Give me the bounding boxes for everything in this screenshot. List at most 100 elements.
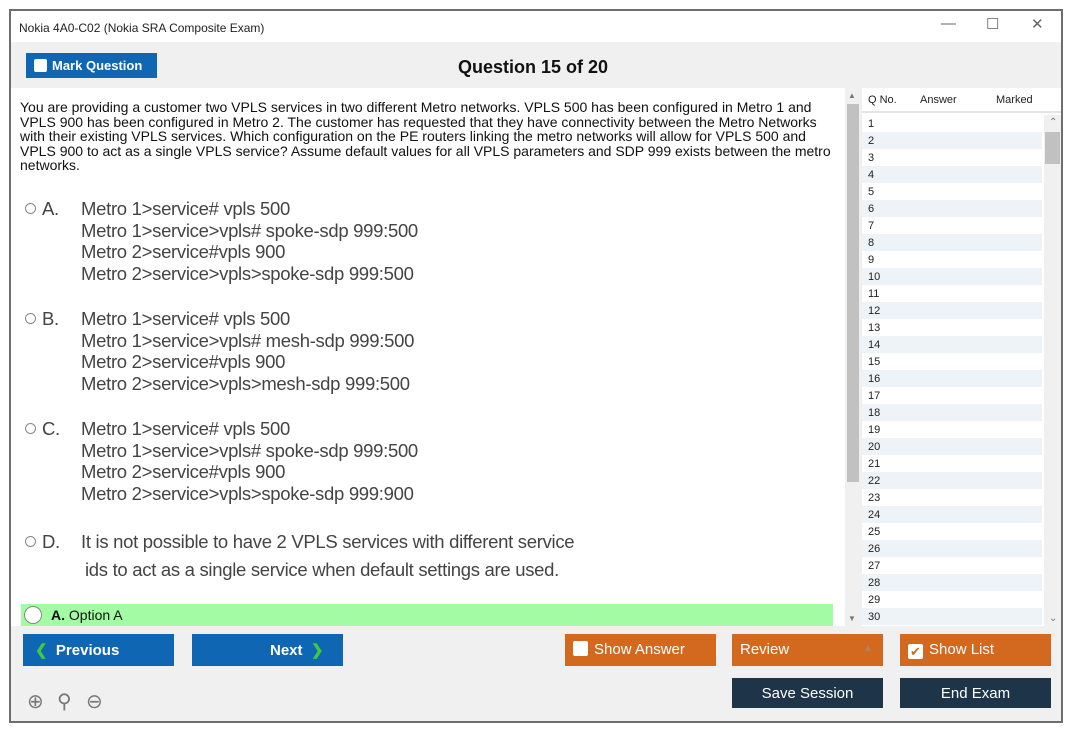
question-list-row[interactable]: 15 bbox=[868, 356, 881, 368]
title-bar: Nokia 4A0-C02 (Nokia SRA Composite Exam)… bbox=[11, 11, 1061, 42]
header-answer[interactable]: Answer bbox=[920, 94, 957, 106]
question-list-header: Q No. Answer Marked bbox=[862, 88, 1061, 113]
checkbox-checked-icon: ✔ bbox=[908, 644, 923, 659]
question-list-row[interactable]: 17 bbox=[868, 390, 881, 402]
review-button[interactable]: Review ▲ bbox=[732, 634, 883, 666]
question-list-row[interactable]: 18 bbox=[862, 404, 1042, 421]
option-line: Metro 2>service>vpls>spoke-sdp 999:900 bbox=[81, 482, 414, 504]
next-label: Next bbox=[270, 642, 303, 659]
question-list-row[interactable]: 27 bbox=[868, 560, 881, 572]
question-list-row[interactable]: 9 bbox=[868, 254, 875, 266]
question-list-row[interactable]: 4 bbox=[862, 166, 1042, 183]
save-session-label: Save Session bbox=[761, 685, 854, 702]
question-list-row[interactable]: 12 bbox=[862, 302, 1042, 319]
answer-choice-a[interactable]: A. Option A bbox=[21, 604, 833, 626]
header-qno[interactable]: Q No. bbox=[868, 94, 897, 106]
radio-icon[interactable] bbox=[24, 606, 42, 624]
question-list-row[interactable]: 5 bbox=[868, 186, 875, 198]
show-answer-label: Show Answer bbox=[594, 641, 685, 658]
option-line: Metro 2>service>vpls>spoke-sdp 999:500 bbox=[81, 262, 414, 284]
question-list-row[interactable]: 23 bbox=[868, 492, 881, 504]
checkbox-icon bbox=[573, 641, 588, 656]
end-exam-button[interactable]: End Exam bbox=[900, 678, 1051, 708]
option-d[interactable]: D. It is not possible to have 2 VPLS ser… bbox=[25, 528, 575, 584]
question-list-row[interactable]: 11 bbox=[868, 288, 880, 300]
question-list-row[interactable]: 2 bbox=[862, 132, 1042, 149]
zoom-in-icon[interactable]: ⊕ bbox=[27, 691, 44, 713]
question-list-row[interactable]: 8 bbox=[862, 234, 1042, 251]
question-list-row[interactable]: 26 bbox=[862, 540, 1042, 557]
question-list-row[interactable]: 7 bbox=[868, 220, 875, 232]
option-a[interactable]: A. Metro 1>service# vpls 500 Metro 1>ser… bbox=[25, 198, 418, 284]
question-list-row[interactable]: 28 bbox=[862, 574, 1042, 591]
show-answer-button[interactable]: Show Answer bbox=[565, 634, 716, 666]
minimize-icon[interactable]: — bbox=[941, 15, 956, 32]
question-list-row[interactable]: 29 bbox=[868, 594, 881, 606]
option-line: ids to act as a single service when defa… bbox=[85, 559, 559, 580]
option-line: Metro 1>service>vpls# spoke-sdp 999:500 bbox=[81, 439, 418, 461]
option-label: D. bbox=[42, 531, 60, 552]
option-label: B. bbox=[42, 308, 59, 329]
option-line: Metro 2>service#vpls 900 bbox=[81, 241, 286, 262]
option-line: Metro 2>service#vpls 900 bbox=[81, 461, 286, 482]
option-line: Metro 1>service# vpls 500 bbox=[81, 308, 290, 329]
option-line: Metro 1>service# vpls 500 bbox=[81, 418, 290, 439]
question-list-row[interactable]: 10 bbox=[862, 268, 1042, 285]
question-list-row[interactable]: 21 bbox=[868, 458, 881, 470]
radio-icon[interactable] bbox=[25, 536, 36, 547]
next-button[interactable]: Next ❯ bbox=[192, 634, 343, 666]
checkbox-icon bbox=[34, 59, 47, 72]
question-list-row[interactable]: 20 bbox=[862, 438, 1042, 455]
header: Mark Question Question 15 of 20 bbox=[11, 42, 1061, 88]
question-list-rows: 1 2 3 4 5 6 7 8 9 10 11 12 13 14 15 16 17 18 19 20 21 22 23 24 2… bbox=[862, 115, 1042, 625]
question-list-row[interactable]: 14 bbox=[862, 336, 1042, 353]
option-c[interactable]: C. Metro 1>service# vpls 500 Metro 1>ser… bbox=[25, 418, 418, 504]
question-list: Q No. Answer Marked 1 2 3 4 5 6 7 8 9 10 11 12 13 14 1… bbox=[862, 88, 1061, 626]
previous-button[interactable]: ❮ Previous bbox=[23, 634, 174, 666]
chevron-right-icon: ❯ bbox=[310, 642, 324, 659]
header-marked[interactable]: Marked bbox=[996, 94, 1033, 106]
save-session-button[interactable]: Save Session bbox=[732, 678, 883, 708]
answer-text: Option A bbox=[68, 607, 123, 623]
previous-label: Previous bbox=[55, 642, 120, 659]
option-line: It is not possible to have 2 VPLS servic… bbox=[81, 531, 575, 552]
question-list-row[interactable]: 1 bbox=[868, 118, 875, 130]
question-list-row[interactable]: 13 bbox=[868, 322, 881, 334]
radio-icon[interactable] bbox=[25, 203, 36, 214]
scroll-up-icon[interactable]: ⌃ bbox=[1049, 117, 1058, 128]
zoom-out-icon[interactable]: ⊖ bbox=[86, 691, 103, 713]
scroll-down-icon[interactable]: ⌄ bbox=[1049, 613, 1058, 624]
question-list-row[interactable]: 19 bbox=[868, 424, 881, 436]
show-list-label: Show List bbox=[929, 641, 995, 658]
scroll-up-icon[interactable]: ▲ bbox=[848, 91, 856, 100]
radio-icon[interactable] bbox=[25, 423, 36, 434]
list-scrollbar[interactable]: ⌃ ⌄ bbox=[1044, 115, 1061, 626]
question-list-row[interactable]: 22 bbox=[862, 472, 1042, 489]
question-list-row[interactable]: 16 bbox=[862, 370, 1042, 387]
question-list-row[interactable]: 6 bbox=[862, 200, 1042, 217]
question-counter: Question 15 of 20 bbox=[458, 57, 609, 77]
review-label: Review bbox=[740, 641, 790, 658]
scroll-thumb[interactable] bbox=[847, 104, 859, 482]
question-scrollbar[interactable]: ▲ ▼ bbox=[845, 88, 861, 626]
scroll-down-icon[interactable]: ▼ bbox=[848, 614, 856, 623]
show-list-button[interactable]: ✔ Show List bbox=[900, 634, 1051, 666]
zoom-reset-icon[interactable]: ⚲ bbox=[57, 691, 72, 713]
close-icon[interactable]: ✕ bbox=[1031, 16, 1044, 33]
question-area: You are providing a customer two VPLS se… bbox=[11, 88, 845, 626]
question-list-row[interactable]: 24 bbox=[862, 506, 1042, 523]
chevron-left-icon: ❮ bbox=[35, 642, 48, 659]
option-line: Metro 1>service>vpls# spoke-sdp 999:500 bbox=[81, 219, 418, 241]
question-list-row[interactable]: 3 bbox=[868, 152, 875, 164]
radio-icon[interactable] bbox=[25, 313, 36, 324]
mark-question-button[interactable]: Mark Question bbox=[26, 53, 157, 78]
maximize-icon[interactable]: ☐ bbox=[986, 16, 1000, 33]
question-list-row[interactable]: 25 bbox=[868, 526, 881, 538]
mark-question-label: Mark Question bbox=[52, 58, 143, 73]
option-line: Metro 1>service>vpls# mesh-sdp 999:500 bbox=[81, 329, 415, 351]
scroll-thumb[interactable] bbox=[1045, 132, 1060, 164]
exam-window: Nokia 4A0-C02 (Nokia SRA Composite Exam)… bbox=[9, 9, 1063, 723]
option-b[interactable]: B. Metro 1>service# vpls 500 Metro 1>ser… bbox=[25, 308, 414, 394]
option-line: Metro 2>service#vpls 900 bbox=[81, 351, 286, 372]
question-list-row[interactable]: 30 bbox=[862, 608, 1042, 625]
